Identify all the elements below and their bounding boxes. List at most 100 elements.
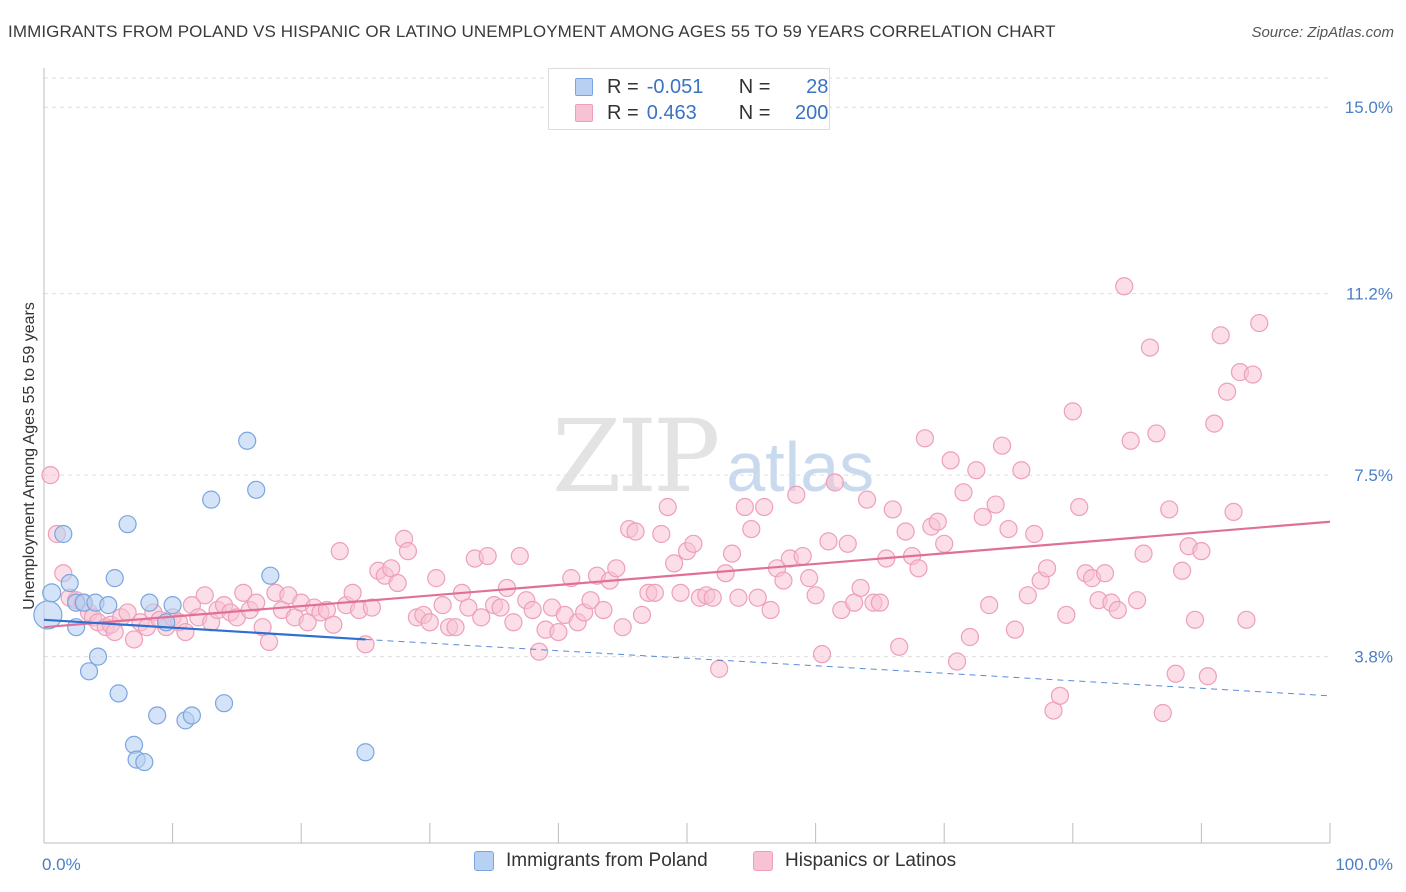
data-point-poland bbox=[356, 743, 375, 762]
data-point-hispanic bbox=[980, 596, 999, 615]
data-point-hispanic bbox=[1037, 559, 1057, 578]
data-point-poland bbox=[109, 684, 128, 703]
data-point-hispanic bbox=[362, 598, 382, 617]
data-point-hispanic bbox=[594, 600, 613, 620]
data-point-hispanic bbox=[626, 522, 645, 541]
data-point-hispanic bbox=[1057, 605, 1076, 625]
data-point-hispanic bbox=[1224, 502, 1243, 522]
data-point-hispanic bbox=[247, 593, 266, 612]
data-point-hispanic bbox=[703, 588, 722, 607]
data-point-hispanic bbox=[812, 645, 832, 664]
data-point-hispanic bbox=[947, 652, 967, 671]
data-point-hispanic bbox=[562, 569, 581, 588]
data-point-hispanic bbox=[1115, 277, 1134, 296]
legend-n-value: 28 bbox=[806, 75, 829, 98]
data-point-hispanic bbox=[459, 598, 478, 617]
data-point-hispanic bbox=[1237, 610, 1256, 629]
data-point-hispanic bbox=[1243, 365, 1262, 384]
data-point-poland bbox=[214, 694, 234, 713]
data-point-poland bbox=[261, 566, 280, 585]
data-point-hispanic bbox=[1018, 586, 1037, 605]
legend-swatch-blue bbox=[575, 78, 593, 96]
data-point-hispanic bbox=[1166, 664, 1185, 683]
data-point-hispanic bbox=[1185, 610, 1205, 629]
data-point-poland bbox=[88, 647, 108, 666]
data-point-hispanic bbox=[890, 637, 909, 656]
data-point-poland bbox=[60, 573, 79, 593]
data-point-hispanic bbox=[710, 659, 729, 678]
data-point-hispanic bbox=[504, 613, 523, 632]
data-point-hispanic bbox=[857, 490, 877, 509]
data-point-hispanic bbox=[124, 630, 144, 649]
data-point-hispanic bbox=[671, 583, 690, 602]
legend-n-value: 200 bbox=[795, 101, 829, 124]
data-point-hispanic bbox=[530, 642, 549, 661]
data-point-hispanic bbox=[1218, 382, 1237, 401]
data-point-hispanic bbox=[1127, 591, 1147, 610]
data-point-hispanic bbox=[915, 429, 935, 448]
data-point-hispanic bbox=[838, 534, 857, 553]
data-point-hispanic bbox=[851, 578, 870, 598]
data-point-poland bbox=[202, 490, 221, 509]
data-point-poland bbox=[79, 662, 99, 681]
legend-swatch-pink bbox=[575, 104, 593, 122]
watermark-zip: ZIP bbox=[552, 398, 720, 515]
y-tick-label: 7.5% bbox=[1354, 466, 1393, 485]
data-point-hispanic bbox=[941, 451, 960, 470]
data-point-hispanic bbox=[176, 622, 195, 642]
data-point-hispanic bbox=[523, 600, 542, 620]
y-tick-label: 11.2% bbox=[1346, 285, 1393, 304]
source-label: Source: ZipAtlas.com bbox=[1251, 24, 1394, 41]
trend-line-hispanic bbox=[43, 520, 1331, 629]
y-axis-label: Unemployment Among Ages 55 to 59 years bbox=[21, 302, 38, 610]
data-point-hispanic bbox=[935, 534, 954, 553]
legend-n-label: N = bbox=[738, 75, 771, 98]
data-point-hispanic bbox=[330, 542, 349, 561]
correlation-legend: R = -0.051 N = 28 R = 0.463 N = 200 bbox=[548, 68, 830, 130]
data-point-hispanic bbox=[742, 519, 761, 539]
legend-label-hispanic: Hispanics or Latinos bbox=[785, 850, 957, 871]
data-point-hispanic bbox=[1108, 600, 1127, 620]
data-point-hispanic bbox=[652, 524, 671, 544]
data-point-hispanic bbox=[1050, 686, 1070, 705]
x-tick-label: 0.0% bbox=[42, 855, 81, 874]
data-point-hispanic bbox=[613, 618, 632, 637]
data-point-hispanic bbox=[388, 573, 407, 593]
data-point-hispanic bbox=[478, 546, 497, 566]
data-point-hispanic bbox=[755, 497, 774, 517]
data-point-hispanic bbox=[420, 613, 439, 632]
data-point-hispanic bbox=[195, 586, 214, 605]
data-point-poland bbox=[105, 569, 124, 588]
legend-row-hispanic: R = 0.463 N = 200 bbox=[575, 100, 828, 126]
data-point-hispanic bbox=[658, 497, 677, 517]
data-point-poland bbox=[99, 596, 118, 615]
watermark: ZIP atlas bbox=[552, 398, 874, 515]
data-point-hispanic bbox=[819, 532, 838, 551]
legend-swatch-blue bbox=[474, 851, 494, 871]
data-point-hispanic bbox=[1198, 667, 1217, 686]
data-point-hispanic bbox=[1005, 620, 1025, 639]
data-point-hispanic bbox=[928, 512, 947, 531]
data-point-hispanic bbox=[761, 600, 780, 620]
data-point-hispanic bbox=[870, 593, 890, 612]
data-point-hispanic bbox=[607, 559, 626, 578]
y-tick-label: 15.0% bbox=[1345, 98, 1393, 117]
data-point-hispanic bbox=[433, 596, 452, 615]
legend-swatch-pink bbox=[753, 851, 773, 871]
data-point-hispanic bbox=[909, 559, 928, 578]
data-point-hispanic bbox=[1140, 338, 1160, 357]
data-point-hispanic bbox=[1095, 564, 1115, 583]
data-point-hispanic bbox=[1250, 313, 1269, 333]
x-tick-label: 100.0% bbox=[1335, 855, 1393, 874]
series-legend: Immigrants from Poland Hispanics or Lati… bbox=[0, 850, 1406, 880]
chart-title: IMMIGRANTS FROM POLAND VS HISPANIC OR LA… bbox=[8, 22, 1056, 41]
data-point-hispanic bbox=[716, 564, 735, 583]
data-point-hispanic bbox=[684, 534, 703, 553]
legend-label-poland: Immigrants from Poland bbox=[506, 850, 708, 871]
data-point-hispanic bbox=[986, 495, 1005, 514]
data-point-hispanic bbox=[1147, 424, 1166, 443]
data-point-hispanic bbox=[234, 583, 253, 602]
data-point-poland bbox=[54, 524, 73, 544]
data-point-hispanic bbox=[491, 598, 510, 617]
